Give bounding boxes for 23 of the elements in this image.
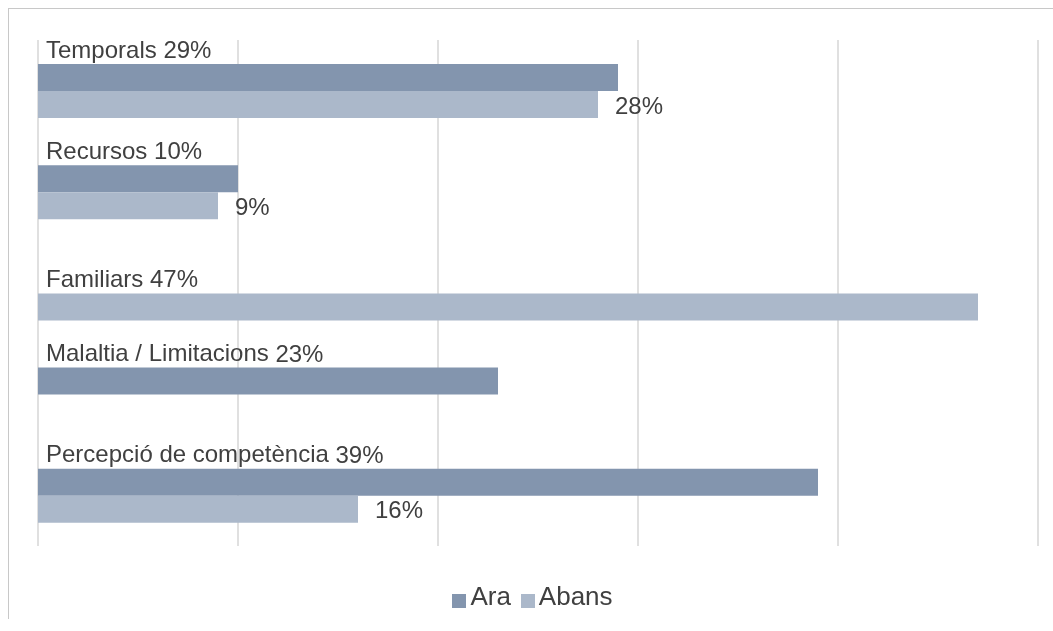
bar xyxy=(38,293,978,321)
bar xyxy=(38,165,238,193)
legend-label: Abans xyxy=(538,581,613,611)
data-label: 10% xyxy=(154,137,203,165)
y-tick-label: Recursos xyxy=(46,136,148,164)
data-label: 39% xyxy=(335,440,384,468)
data-label: 29% xyxy=(163,36,212,63)
bar xyxy=(38,468,818,496)
data-label: 28% xyxy=(615,91,664,119)
bar xyxy=(38,495,358,523)
legend-label: Ara xyxy=(470,581,511,611)
bar xyxy=(38,192,218,220)
data-label: 16% xyxy=(375,496,424,524)
y-tick-label: Temporals xyxy=(46,35,157,63)
data-label: 47% xyxy=(150,265,199,293)
data-label: 9% xyxy=(235,192,270,220)
y-tick-label: Malaltia / Limitacions xyxy=(46,339,269,367)
y-tick-label: Percepció de competència xyxy=(46,440,330,468)
bar xyxy=(38,367,498,395)
bar xyxy=(38,64,618,91)
data-label: 23% xyxy=(275,339,324,367)
y-tick-label: Familiars xyxy=(46,265,144,292)
bar xyxy=(38,91,598,118)
